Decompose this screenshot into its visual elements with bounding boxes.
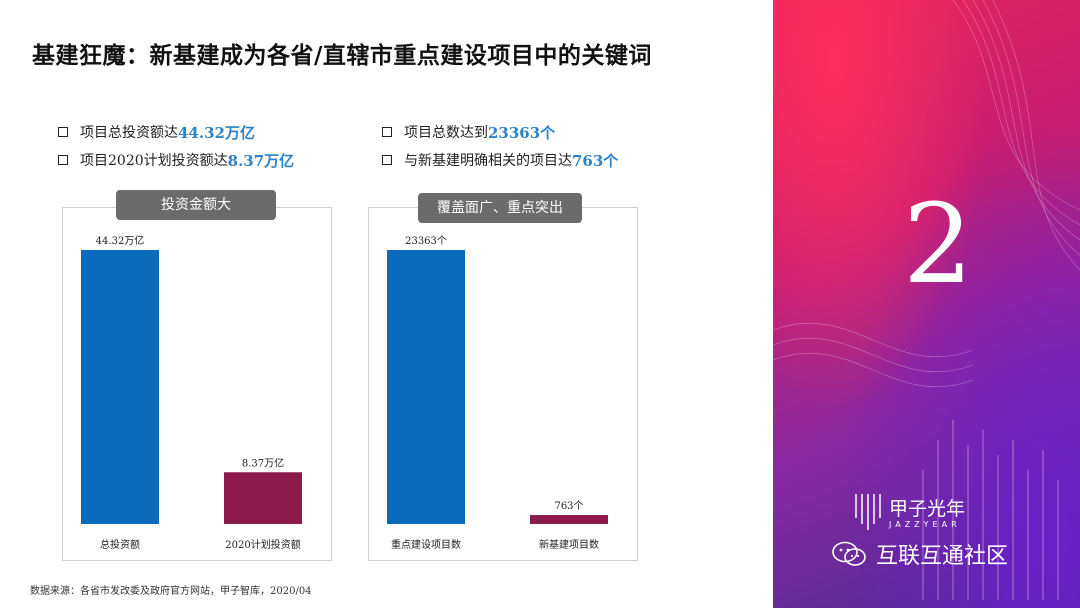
chart-title-investment: 投资金额大: [116, 190, 276, 220]
right-decor-panel: 2 甲子光年 JAZZYEAR: [773, 0, 1080, 608]
jazzyear-logo-icon: [855, 494, 881, 530]
category-label: 2020计划投资额: [225, 538, 300, 551]
bullet-highlight: 8.37万亿: [227, 151, 295, 170]
page-title: 基建狂魔：新基建成为各省/直辖市重点建设项目中的关键词: [32, 42, 652, 69]
data-label: 763个: [554, 500, 583, 512]
wechat-icon: [832, 541, 866, 566]
watermark: 互联互通社区: [832, 538, 1008, 570]
checkbox-square-icon: [58, 127, 68, 137]
bullet-item: 与新基建明确相关的项目达 763个: [382, 146, 618, 174]
brand-subtitle: JAZZYEAR: [889, 520, 961, 529]
bullets-right: 项目总数达到 23363个 与新基建明确相关的项目达 763个: [382, 118, 618, 174]
chart-panel-projects: 23363个重点建设项目数 763个新基建项目数: [368, 207, 638, 561]
bullet-item: 项目总投资额达 44.32万亿: [58, 118, 294, 146]
category-label: 新基建项目数: [539, 538, 599, 551]
checkbox-square-icon: [382, 127, 392, 137]
data-label: 44.32万亿: [96, 234, 145, 247]
bar-secondary: [224, 472, 302, 524]
bullet-highlight: 763个: [572, 151, 619, 170]
wave-lines-decoration: [773, 0, 1080, 600]
brand-logo: 甲子光年 JAZZYEAR: [853, 492, 965, 536]
data-label: 23363个: [405, 235, 447, 247]
source-note: 数据来源：各省市发改委及政府官方网站，甲子智库，2020/04: [30, 586, 312, 597]
bullet-item: 项目2020计划投资额达 8.37万亿: [58, 146, 294, 174]
bullet-text: 项目总投资额达: [80, 125, 178, 141]
bullet-highlight: 44.32万亿: [178, 123, 255, 142]
bullet-text: 项目总数达到: [404, 125, 488, 141]
bullet-highlight: 23363个: [488, 123, 556, 142]
chart-panel-investment: 44.32万亿 总投资额 8.37万亿 2020计划投资额: [62, 207, 332, 561]
checkbox-square-icon: [58, 155, 68, 165]
bullet-text: 项目2020计划投资额达: [80, 153, 228, 169]
category-label: 重点建设项目数: [391, 538, 461, 551]
bar-secondary: [530, 515, 608, 524]
brand-name: 甲子光年: [889, 498, 966, 520]
section-number: 2: [903, 180, 973, 308]
category-label: 总投资额: [100, 538, 140, 551]
checkbox-square-icon: [382, 155, 392, 165]
data-label: 8.37万亿: [242, 456, 284, 469]
bar-primary: [81, 250, 159, 524]
bar-primary: [387, 250, 465, 524]
bullets-left: 项目总投资额达 44.32万亿 项目2020计划投资额达 8.37万亿: [58, 118, 294, 174]
chart-title-projects: 覆盖面广、重点突出: [418, 193, 582, 223]
bullet-item: 项目总数达到 23363个: [382, 118, 618, 146]
watermark-text: 互联互通社区: [876, 544, 1009, 569]
bullet-text: 与新基建明确相关的项目达: [404, 153, 572, 169]
